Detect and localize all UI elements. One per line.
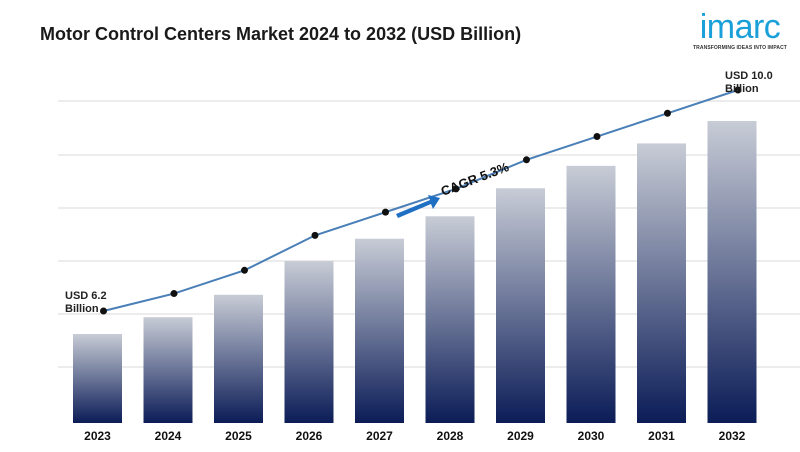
- trend-point: [100, 307, 107, 315]
- page-title: Motor Control Centers Market 2024 to 203…: [40, 24, 522, 44]
- x-tick-label: 2026: [296, 429, 323, 443]
- x-tick-label: 2031: [648, 429, 675, 443]
- x-tick-label: 2028: [437, 429, 464, 443]
- start-value-label: USD 6.2: [65, 290, 107, 302]
- logo-wordmark: imarc: [699, 8, 781, 46]
- trend-point: [170, 290, 178, 298]
- x-tick-label: 2025: [225, 429, 252, 443]
- bar-2023: [73, 334, 122, 423]
- x-tick-label: 2030: [578, 429, 605, 443]
- x-tick-label: 2024: [155, 429, 182, 443]
- trend-point: [664, 109, 671, 117]
- trend-point: [382, 208, 389, 216]
- bar-2029: [496, 188, 545, 423]
- trend-point: [593, 133, 601, 141]
- bar-2025: [214, 294, 263, 423]
- end-value-label: Billion: [725, 83, 759, 95]
- cagr-arrow: [396, 195, 440, 218]
- bar-2026: [284, 261, 334, 423]
- trend-line-group: [100, 86, 742, 315]
- bars: [73, 121, 757, 423]
- x-tick-label: 2029: [507, 429, 534, 443]
- trend-point: [734, 86, 742, 94]
- logo-tagline: TRANSFORMING IDEAS INTO IMPACT: [693, 45, 787, 51]
- x-tick-label: 2032: [719, 429, 746, 443]
- imarc-logo: imarc TRANSFORMING IDEAS INTO IMPACT: [690, 10, 790, 51]
- trend-point: [452, 185, 460, 193]
- bar-2024: [143, 317, 193, 423]
- trend-point: [311, 231, 319, 239]
- bar-2028: [425, 216, 475, 423]
- bar-2027: [355, 238, 404, 423]
- trend-line: [103, 89, 739, 312]
- bar-2030: [566, 165, 616, 423]
- bar-2032: [707, 121, 757, 423]
- x-tick-label: 2023: [84, 429, 111, 443]
- x-tick-label: 2027: [366, 429, 393, 443]
- x-axis-labels: 2023 2024 2025 2026 2027 2028 2029 2030 2031 2032: [84, 429, 746, 443]
- start-value-label: Billion: [65, 303, 99, 315]
- trend-point: [241, 266, 248, 274]
- end-value-label: USD 10.0: [725, 70, 773, 82]
- bar-2031: [637, 143, 686, 423]
- trend-point: [523, 156, 530, 164]
